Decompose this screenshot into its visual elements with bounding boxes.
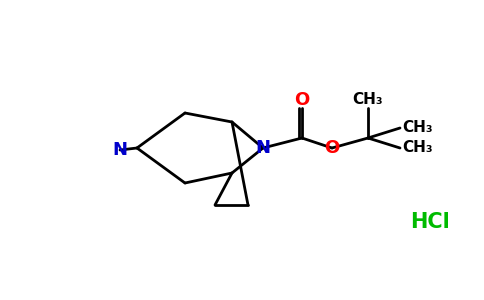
- Text: HCl: HCl: [410, 212, 450, 232]
- Text: N: N: [256, 139, 271, 157]
- Text: CH₃: CH₃: [402, 121, 433, 136]
- Text: O: O: [294, 91, 310, 109]
- Text: N: N: [112, 141, 127, 159]
- Text: CH₃: CH₃: [353, 92, 383, 107]
- Text: O: O: [324, 139, 340, 157]
- Text: CH₃: CH₃: [402, 140, 433, 155]
